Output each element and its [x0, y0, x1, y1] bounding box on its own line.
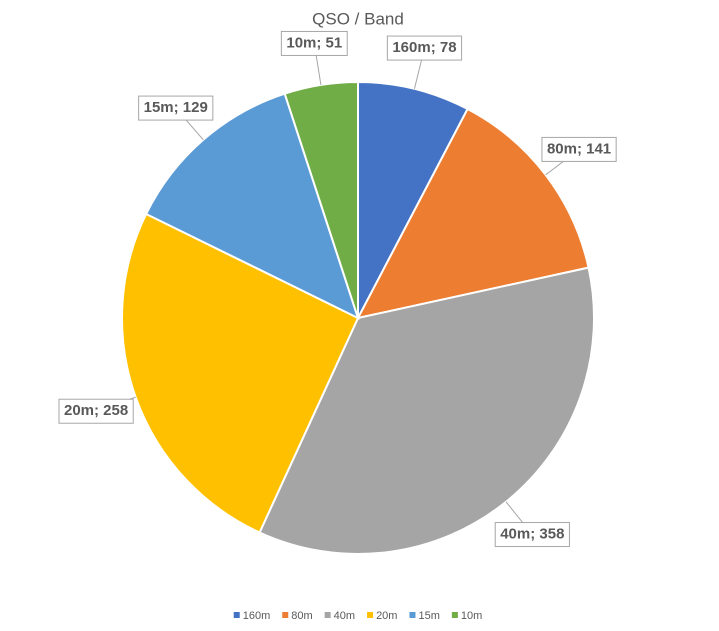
legend-swatch: [367, 612, 374, 618]
legend-label: 10m: [461, 610, 482, 622]
legend-swatch: [282, 612, 289, 618]
data-label-box: [58, 398, 134, 424]
data-label: 20m; 258: [58, 398, 134, 424]
data-label-text: 80m; 141: [547, 140, 611, 157]
data-label-box: [386, 35, 463, 61]
legend-label: 160m: [243, 610, 271, 622]
legend-label: 80m: [291, 610, 312, 622]
data-label: 160m; 78: [386, 35, 463, 61]
pie-slice: [121, 212, 360, 534]
legend: 160m 80m 40m 20m 15m 10m: [233, 610, 482, 622]
pie-slice: [258, 266, 595, 555]
pie-slice: [357, 80, 469, 319]
data-label-box: [541, 136, 617, 162]
legend-label: 20m: [376, 610, 397, 622]
data-label-text: 15m; 129: [144, 99, 208, 116]
data-label-box: [494, 522, 570, 548]
data-label-text: 40m; 358: [500, 526, 564, 543]
legend-swatch: [233, 612, 240, 618]
legend-swatch: [409, 612, 416, 618]
chart-title: QSO / Band: [312, 9, 404, 28]
data-label: 80m; 141: [541, 136, 617, 162]
legend-swatch: [451, 612, 458, 618]
pie-slice: [283, 80, 359, 319]
data-label-text: 160m; 78: [392, 39, 456, 56]
pie-slice: [144, 92, 360, 320]
legend-label: 40m: [334, 610, 355, 622]
pie-slice: [356, 107, 590, 320]
legend-swatch: [324, 612, 331, 618]
data-label-box: [138, 95, 214, 121]
data-label: 10m; 51: [280, 30, 348, 56]
data-label: 15m; 129: [138, 95, 214, 121]
data-label-text: 10m; 51: [286, 34, 342, 51]
data-label-box: [280, 30, 348, 56]
data-label-text: 20m; 258: [64, 402, 128, 419]
legend-label: 15m: [418, 610, 439, 622]
data-label: 40m; 358: [494, 522, 570, 548]
